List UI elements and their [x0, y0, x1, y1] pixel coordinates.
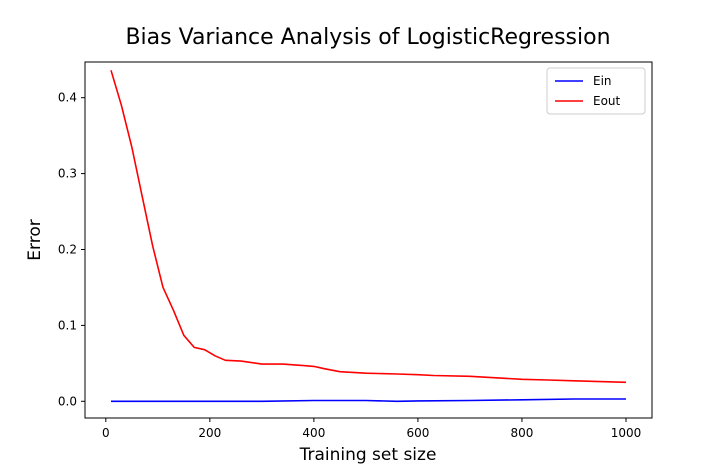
- y-tick-label: 0.4: [58, 91, 77, 105]
- legend: Ein Eout: [546, 67, 646, 115]
- y-tick-label: 0.0: [58, 394, 77, 408]
- x-tick-label: 1000: [611, 426, 642, 440]
- y-axis: 0.0 0.1 0.2 0.3 0.4: [58, 91, 85, 408]
- legend-box: [546, 67, 646, 115]
- x-tick-label: 200: [198, 426, 221, 440]
- x-axis: 0 200 400 600 800 1000: [102, 418, 641, 440]
- y-tick-label: 0.2: [58, 242, 77, 256]
- series-line-ein: [111, 398, 626, 403]
- chart-title: Bias Variance Analysis of LogisticRegres…: [125, 25, 610, 50]
- x-tick-label: 600: [406, 426, 429, 440]
- legend-label-eout: Eout: [593, 94, 621, 108]
- x-tick-label: 400: [302, 426, 325, 440]
- x-tick-label: 0: [102, 426, 110, 440]
- y-tick-label: 0.3: [58, 167, 77, 181]
- plot-frame: [84, 61, 653, 419]
- x-axis-label: Training set size: [299, 445, 437, 465]
- series-line-eout: [110, 70, 627, 384]
- y-axis-label: Error: [25, 219, 45, 260]
- plot-area: [110, 70, 627, 403]
- legend-label-ein: Ein: [593, 74, 612, 88]
- x-tick-label: 800: [511, 426, 534, 440]
- y-tick-label: 0.1: [58, 318, 77, 332]
